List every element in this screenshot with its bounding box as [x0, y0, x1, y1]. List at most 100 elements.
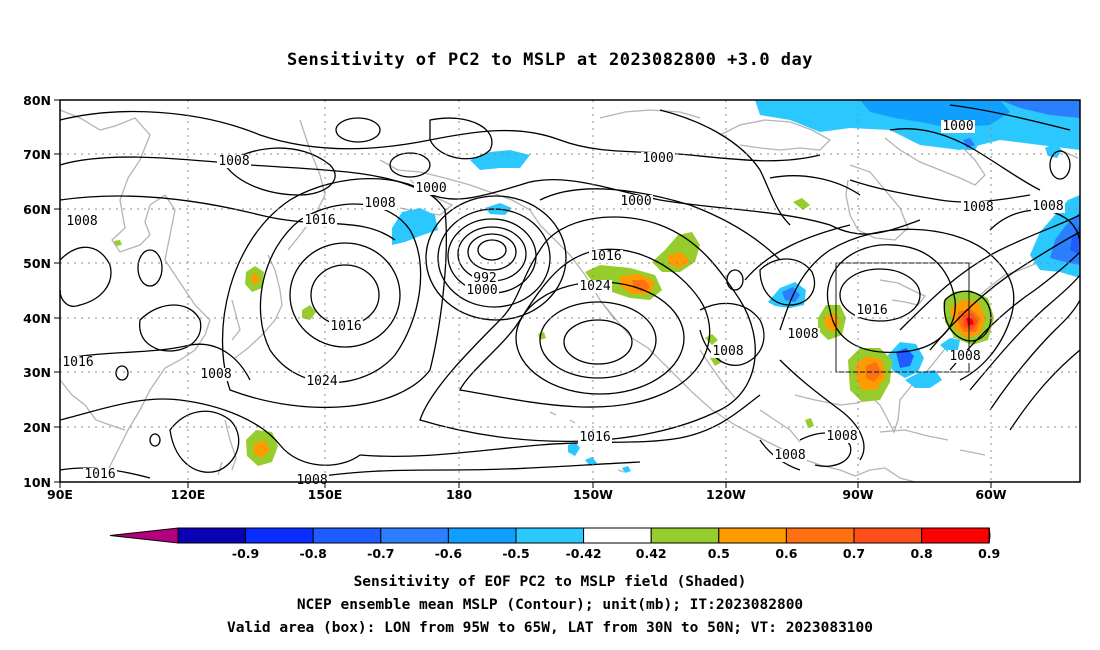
- lat-label: 30N: [23, 365, 51, 380]
- contour-label-bg: [65, 215, 99, 228]
- colorbar-swatch: [312, 527, 382, 544]
- colorbar-label: -0.7: [367, 546, 394, 561]
- sensitivity-patch: [250, 273, 260, 285]
- lat-label: 40N: [23, 311, 51, 326]
- sensitivity-patch: [470, 150, 530, 170]
- sensitivity-patch: [538, 332, 546, 340]
- contour-label-bg: [465, 284, 499, 297]
- sensitivity-patch: [585, 457, 597, 466]
- colorbar-label: -0.42: [566, 546, 602, 561]
- colorbar-label: 0.42: [636, 546, 667, 561]
- contour-label: 1016: [84, 467, 115, 482]
- colorbar-label: -0.9: [232, 546, 259, 561]
- contour-label-bg: [329, 320, 363, 333]
- continent-outlines: [59, 109, 1081, 483]
- sensitivity-patch: [668, 252, 690, 268]
- sensitivity-patch: [705, 334, 718, 345]
- sensitivity-patch: [805, 418, 814, 428]
- colorbar-label: -0.5: [502, 546, 529, 561]
- colorbar-swatch: [921, 527, 990, 544]
- colorbar-label: -0.8: [300, 546, 327, 561]
- lat-lon-gridlines: [60, 100, 1080, 482]
- lon-label: 60W: [975, 487, 1006, 502]
- contour-label: 1008: [826, 429, 857, 444]
- sensitivity-patch: [632, 280, 650, 292]
- contour-label: 1008: [774, 448, 805, 463]
- lat-label: 50N: [23, 256, 51, 271]
- sensitivity-patch: [114, 240, 122, 246]
- caption-valid-area: Valid area (box): LON from 95W to 65W, L…: [226, 620, 873, 636]
- colorbar-swatch: [515, 527, 585, 544]
- sensitivity-patch: [1000, 100, 1080, 118]
- contour-label: 1008: [200, 367, 231, 382]
- colorbar-swatch: [650, 527, 720, 544]
- contour-label: 1000: [466, 283, 497, 298]
- colorbar-swatch: [177, 527, 247, 544]
- lon-label: 180: [446, 487, 472, 502]
- colorbar-label: -0.6: [435, 546, 463, 561]
- contour-label: 1008: [296, 473, 327, 488]
- mslp-contours: [59, 104, 1081, 481]
- contour-label-bg: [941, 120, 975, 133]
- contour-label: 992: [473, 271, 496, 286]
- contour-label-bg: [1031, 200, 1065, 213]
- contour-label: 1008: [712, 344, 743, 359]
- contour-label-bg: [363, 197, 397, 210]
- map-frame: [59, 99, 1081, 483]
- sensitivity-patch: [254, 440, 270, 458]
- colorbar-label: 0.7: [843, 546, 865, 561]
- contour-label: 1000: [642, 151, 673, 166]
- contour-label-bg: [855, 304, 889, 317]
- lon-label: 120W: [706, 487, 746, 502]
- colorbar-swatch: [853, 527, 923, 544]
- lon-label: 150W: [573, 487, 613, 502]
- contour-label-bg: [825, 430, 859, 443]
- contour-label: 1024: [579, 279, 610, 294]
- lon-label: 90E: [47, 487, 73, 502]
- sensitivity-patch: [966, 318, 974, 326]
- contour-label: 1016: [304, 213, 335, 228]
- colorbar-swatch: [380, 527, 449, 544]
- colorbar-label: 0.8: [911, 546, 933, 561]
- contour-label-bg: [948, 350, 982, 363]
- contour-label: 1008: [1032, 199, 1063, 214]
- contour-label-bg: [61, 356, 95, 369]
- lat-label: 10N: [23, 475, 51, 490]
- lon-label: 150E: [308, 487, 343, 502]
- contour-label: 1008: [949, 349, 980, 364]
- colorbar-swatch: [447, 527, 517, 544]
- contour-label: 1008: [962, 200, 993, 215]
- colorbar-swatch: [245, 527, 314, 544]
- contour-label: 1016: [856, 303, 887, 318]
- contour-label-bg: [295, 474, 329, 487]
- lat-label: 20N: [23, 420, 51, 435]
- lat-label: 80N: [23, 93, 51, 108]
- lat-label: 60N: [23, 202, 51, 217]
- colorbar-label: 0.6: [775, 546, 797, 561]
- contour-label-bg: [619, 195, 653, 208]
- colorbar-swatch: [583, 527, 652, 544]
- sensitivity-patch: [793, 198, 810, 210]
- contour-label-bg: [303, 214, 337, 227]
- contour-label: 1016: [579, 430, 610, 445]
- sensitivity-patch: [302, 305, 316, 320]
- contour-label-bg: [472, 272, 498, 285]
- contour-label: 1024: [306, 374, 337, 389]
- colorbar-label: 0.9: [978, 546, 1000, 561]
- contour-label-bg: [414, 182, 448, 195]
- colorbar: -0.9 -0.8 -0.7 -0.6 -0.5 -0.42 0.42 0.5 0.6 0.7 0.…: [109, 527, 1000, 561]
- contour-label-bg: [305, 375, 339, 388]
- valid-area-box: [835, 262, 970, 373]
- map-title: Sensitivity of PC2 to MSLP at 2023082800…: [286, 50, 813, 70]
- caption-shading: Sensitivity of EOF PC2 to MSLP field (Sh…: [353, 574, 747, 590]
- caption-contour: NCEP ensemble mean MSLP (Contour); unit(…: [296, 597, 804, 613]
- colorbar-swatch: [718, 527, 787, 544]
- contour-label-bg: [578, 280, 612, 293]
- contour-label-bg: [199, 368, 233, 381]
- contour-label: 1000: [415, 181, 446, 196]
- map-axes: 90E 120E 150E 180 150W 120W 90W 60W 80N 70N 60N 50N…: [23, 93, 1007, 502]
- contour-label: 1016: [330, 319, 361, 334]
- colorbar-swatch: [785, 527, 855, 544]
- sensitivity-patch: [568, 442, 580, 456]
